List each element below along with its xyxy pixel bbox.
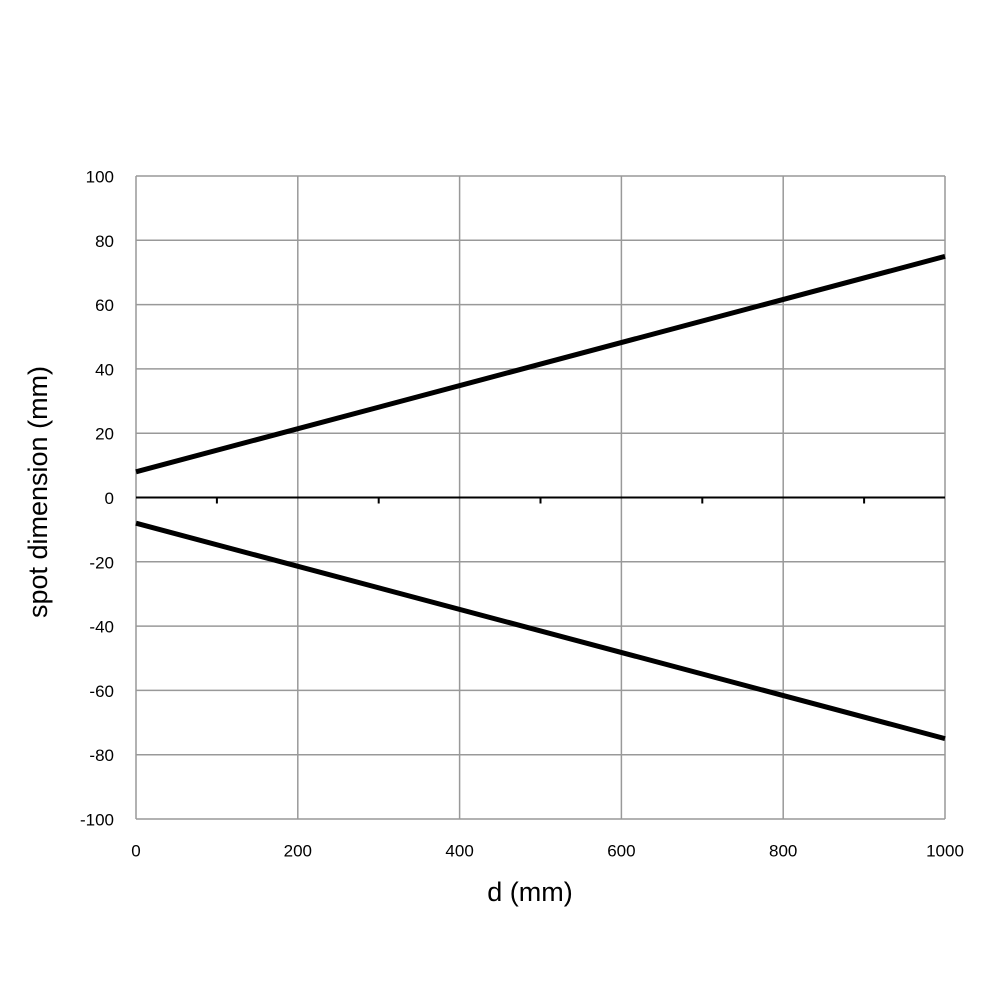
y-tick-label: -40 [89,618,114,637]
x-tick-label: 600 [607,841,635,860]
x-tick-label: 200 [284,841,312,860]
y-tick-label: -60 [89,682,114,701]
x-tick-label: 400 [445,841,473,860]
y-tick-label: 60 [95,296,114,315]
y-tick-label: -20 [89,553,114,572]
data-line [135,520,946,742]
data-line [135,253,946,475]
y-tick-label: -100 [80,810,114,829]
x-tick-label: 1000 [926,841,964,860]
x-axis-label: d (mm) [487,877,572,907]
y-tick-label: 100 [86,167,114,186]
x-tick-label: 800 [769,841,797,860]
y-axis-label: spot dimension (mm) [23,366,53,618]
y-tick-label: 80 [95,232,114,251]
y-tick-label: -80 [89,746,114,765]
y-tick-label: 0 [105,489,114,508]
y-tick-label: 20 [95,425,114,444]
x-tick-label: 0 [131,841,140,860]
y-tick-label: 40 [95,360,114,379]
